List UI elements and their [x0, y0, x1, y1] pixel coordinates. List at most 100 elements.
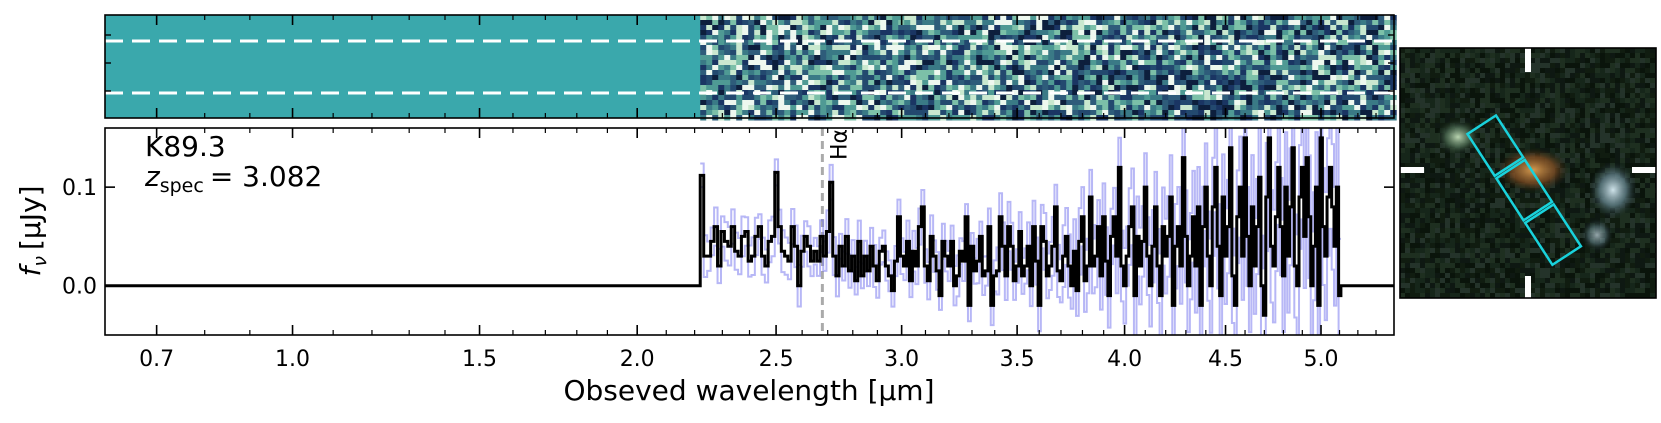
thumbnail-pixel — [1635, 173, 1641, 179]
spectrum-2d-pixel — [1102, 15, 1109, 21]
spectrum-2d-pixel — [1342, 35, 1349, 41]
spectrum-2d-pixel — [1348, 25, 1355, 31]
spectrum-2d-pixel — [1102, 85, 1109, 91]
thumbnail-pixel — [1450, 103, 1456, 109]
x-tick-label: 2.5 — [759, 347, 794, 372]
thumbnail-pixel — [1530, 108, 1536, 114]
thumbnail-pixel — [1505, 98, 1511, 104]
spectrum-2d-pixel — [784, 100, 791, 106]
thumbnail-pixel — [1455, 103, 1461, 109]
thumbnail-pixel — [1405, 128, 1411, 134]
spectrum-2d-pixel — [700, 80, 707, 86]
spectrum-2d-pixel — [1336, 35, 1343, 41]
spectrum-2d-pixel — [1138, 45, 1145, 51]
thumbnail-pixel — [1430, 228, 1436, 234]
thumbnail-pixel — [1515, 238, 1521, 244]
thumbnail-pixel — [1545, 98, 1551, 104]
spectrum-2d-pixel — [790, 75, 797, 81]
thumbnail-pixel — [1530, 263, 1536, 269]
spectrum-2d-pixel — [1000, 15, 1007, 21]
thumbnail-pixel — [1515, 248, 1521, 254]
spectrum-2d-pixel — [1258, 20, 1265, 26]
spectrum-2d-pixel — [784, 15, 791, 21]
thumbnail-pixel — [1645, 78, 1651, 84]
thumbnail-pixel — [1555, 78, 1561, 84]
thumbnail-pixel — [1480, 163, 1486, 169]
spectrum-2d-pixel — [964, 20, 971, 26]
thumbnail-pixel — [1480, 78, 1486, 84]
thumbnail-pixel — [1530, 218, 1536, 224]
spectrum-2d-pixel — [1090, 60, 1097, 66]
thumbnail-pixel — [1410, 53, 1416, 59]
spectrum-2d-pixel — [1318, 100, 1325, 106]
thumbnail-pixel — [1570, 198, 1576, 204]
thumbnail-pixel — [1470, 223, 1476, 229]
spectrum-1d-ticks — [105, 128, 1394, 335]
spectrum-2d-pixel — [712, 65, 719, 71]
spectrum-2d-pixel — [1270, 30, 1277, 36]
spectrum-2d-pixel — [1282, 110, 1289, 116]
spectrum-2d-pixel — [1372, 100, 1379, 106]
spectrum-2d-pixel — [1078, 60, 1085, 66]
spectrum-2d-pixel — [1252, 80, 1259, 86]
thumbnail-pixel — [1560, 93, 1566, 99]
spectrum-2d-pixel — [874, 70, 881, 76]
thumbnail-pixel — [1455, 168, 1461, 174]
thumbnail-pixel — [1475, 123, 1481, 129]
thumbnail-pixel — [1600, 153, 1606, 159]
spectrum-2d-pixel — [1102, 60, 1109, 66]
thumbnail-pixel — [1450, 168, 1456, 174]
thumbnail-pixel — [1400, 153, 1406, 159]
spectrum-2d-pixel — [910, 20, 917, 26]
spectrum-2d-pixel — [1024, 75, 1031, 81]
spectrum-2d-pixel — [1252, 100, 1259, 106]
spectrum-2d-pixel — [1312, 50, 1319, 56]
spectrum-2d-pixel — [730, 85, 737, 91]
spectrum-2d-pixel — [1234, 40, 1241, 46]
thumbnail-pixel — [1550, 233, 1556, 239]
spectrum-2d-pixel — [1204, 85, 1211, 91]
thumbnail-pixel — [1440, 218, 1446, 224]
thumbnail-pixel — [1640, 68, 1646, 74]
spectrum-2d-pixel — [1012, 80, 1019, 86]
spectrum-2d-pixel — [1156, 75, 1163, 81]
thumbnail-pixel — [1625, 228, 1631, 234]
thumbnail-pixel — [1465, 53, 1471, 59]
spectrum-2d-pixel — [934, 95, 941, 101]
thumbnail-pixel — [1590, 48, 1596, 54]
spectrum-2d-pixel — [1036, 65, 1043, 71]
spectrum-2d-pixel — [1378, 55, 1385, 61]
spectrum-2d-pixel — [802, 25, 809, 31]
thumbnail-pixel — [1645, 203, 1651, 209]
thumbnail-pixel — [1410, 158, 1416, 164]
spectrum-2d-pixel — [1060, 45, 1067, 51]
thumbnail-pixel — [1650, 163, 1656, 169]
thumbnail-pixel — [1645, 98, 1651, 104]
spectrum-2d-pixel — [1240, 85, 1247, 91]
thumbnail-pixel — [1470, 78, 1476, 84]
spectrum-2d-pixel — [1156, 80, 1163, 86]
thumbnail-pixel — [1545, 223, 1551, 229]
thumbnail-pixel — [1645, 233, 1651, 239]
spectrum-2d-pixel — [1210, 70, 1217, 76]
thumbnail-pixel — [1585, 73, 1591, 79]
spectrum-2d-pixel — [1240, 35, 1247, 41]
spectrum-2d-pixel — [706, 45, 713, 51]
spectrum-2d-pixel — [1264, 95, 1271, 101]
spectrum-2d-pixel — [1210, 75, 1217, 81]
spectrum-2d-pixel — [1234, 95, 1241, 101]
spectrum-2d-pixel — [928, 40, 935, 46]
spectrum-2d-pixel — [1072, 40, 1079, 46]
thumbnail-pixel — [1575, 218, 1581, 224]
thumbnail-pixel — [1450, 73, 1456, 79]
thumbnail-pixel — [1425, 103, 1431, 109]
spectrum-2d-pixel — [814, 45, 821, 51]
spectrum-2d-pixel — [1054, 35, 1061, 41]
spectrum-2d-pixel — [724, 50, 731, 56]
thumbnail-pixel — [1435, 268, 1441, 274]
spectrum-2d-pixel — [1378, 25, 1385, 31]
thumbnail-pixel — [1455, 68, 1461, 74]
spectrum-2d-pixel — [748, 100, 755, 106]
spectrum-2d-pixel — [790, 50, 797, 56]
spectrum-2d-pixel — [1234, 75, 1241, 81]
